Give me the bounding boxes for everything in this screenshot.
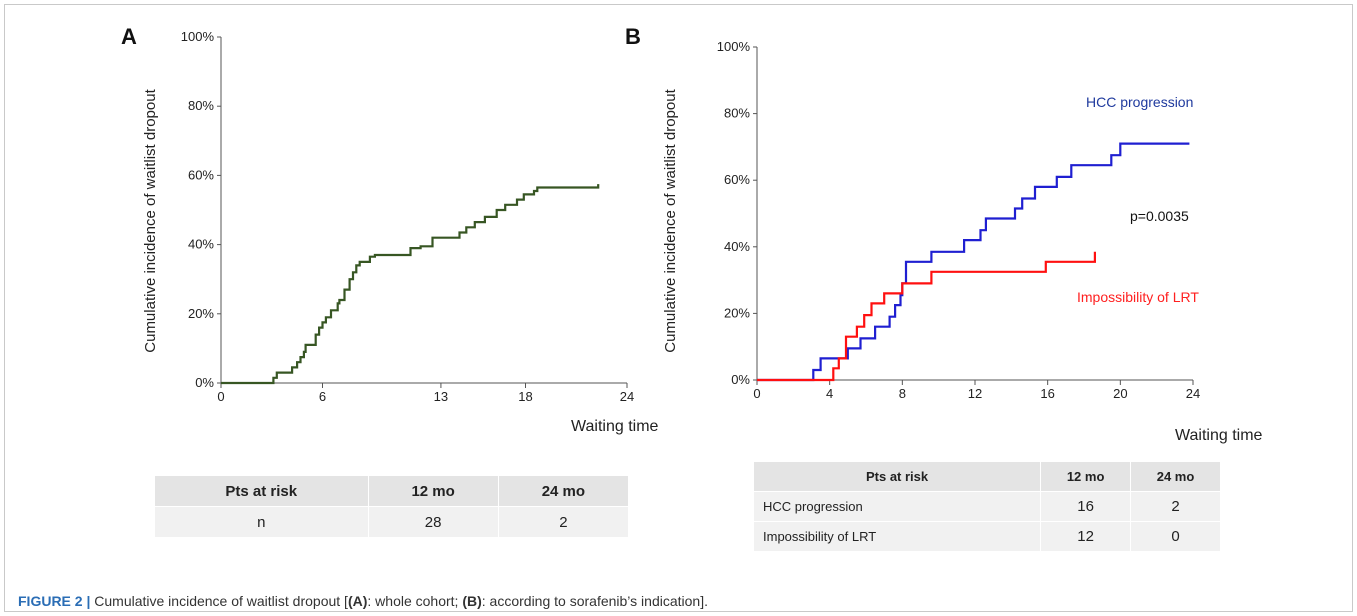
panel-b-curve-impossibility-of-lrt bbox=[757, 251, 1096, 382]
panel-b-series bbox=[757, 142, 1190, 382]
caption-text: Cumulative incidence of waitlist dropout… bbox=[90, 593, 348, 609]
p-value-annotation: p=0.0035 bbox=[1130, 208, 1189, 224]
risk-table-a-cell: n bbox=[154, 506, 369, 538]
panel-a-x-tick-label: 24 bbox=[620, 389, 634, 404]
panel-b-x-tick-label: 16 bbox=[1040, 386, 1054, 401]
risk-table-b-row-label: HCC progression bbox=[752, 491, 1042, 522]
panel-b-y-tick-label: 100% bbox=[717, 39, 751, 54]
risk-table-a-header-cell: Pts at risk bbox=[154, 475, 369, 507]
panel-a-x-tick-label: 0 bbox=[217, 389, 224, 404]
panel-a-y-tick-label: 60% bbox=[188, 167, 214, 182]
figure-caption: FIGURE 2 | Cumulative incidence of waitl… bbox=[18, 593, 708, 609]
panel-b-letter: B bbox=[625, 24, 641, 49]
risk-table-b-header-cell: Pts at risk bbox=[752, 461, 1042, 492]
caption-text: : whole cohort; bbox=[367, 593, 463, 609]
panel-a-y-tick-label: 100% bbox=[181, 29, 215, 44]
panel-a-series bbox=[221, 184, 600, 385]
risk-table-b-row-label: Impossibility of LRT bbox=[752, 521, 1042, 552]
panel-b-x-tick-label: 24 bbox=[1186, 386, 1200, 401]
panel-a-x-axis-title: Waiting time bbox=[571, 418, 659, 435]
panel-b-y-tick-label: 20% bbox=[724, 305, 750, 320]
panel-a-curve-series-0 bbox=[221, 184, 600, 385]
series-label-hcc-progression: HCC progression bbox=[1086, 94, 1193, 110]
panel-b-y-axis-title: Cumulative incidence of waitlist dropout bbox=[662, 88, 679, 352]
risk-table-b-header-row: Pts at risk 12 mo 24 mo bbox=[752, 461, 1221, 492]
panel-a-y-axis-title: Cumulative incidence of waitlist dropout bbox=[142, 88, 159, 352]
caption-panel-b-ref: (B) bbox=[462, 593, 482, 609]
panel-a-letter: A bbox=[121, 24, 137, 49]
panel-b-x-tick-label: 0 bbox=[753, 386, 760, 401]
panel-b-x-tick-label: 8 bbox=[899, 386, 906, 401]
series-label-impossibility-of-lrt: Impossibility of LRT bbox=[1077, 289, 1199, 305]
risk-table-b-cell: 2 bbox=[1130, 491, 1221, 522]
panel-a-y-tick-label: 20% bbox=[188, 306, 214, 321]
panel-b: B Cumulative incidence of waitlist dropo… bbox=[625, 24, 1263, 444]
panel-b-x-tick-label: 12 bbox=[968, 386, 982, 401]
panel-b-x-axis-title: Waiting time bbox=[1175, 427, 1263, 444]
panel-b-y-tick-label: 0% bbox=[731, 372, 750, 387]
figure: A Cumulative incidence of waitlist dropo… bbox=[4, 4, 1353, 612]
panel-b-curve-hcc-progression bbox=[757, 142, 1190, 382]
risk-table-b-header-cell: 12 mo bbox=[1040, 461, 1132, 492]
panel-a-y-tick-label: 0% bbox=[195, 375, 214, 390]
caption-text: : according to sorafenib’s indication]. bbox=[481, 593, 708, 609]
panel-b-y-tick-label: 60% bbox=[724, 172, 750, 187]
risk-table-b-cell: 0 bbox=[1130, 521, 1221, 552]
risk-table-b: Pts at risk 12 mo 24 mo HCC progression … bbox=[752, 461, 1221, 552]
panel-a-x-tick-label: 13 bbox=[434, 389, 448, 404]
risk-table-b-header-cell: 24 mo bbox=[1130, 461, 1221, 492]
risk-table-a-cell: 28 bbox=[367, 506, 499, 538]
panel-a-y-tick-label: 40% bbox=[188, 237, 214, 252]
panel-b-y-tick-label: 40% bbox=[724, 239, 750, 254]
panel-b-x-tick-label: 20 bbox=[1113, 386, 1127, 401]
risk-table-a-header-cell: 12 mo bbox=[367, 475, 499, 507]
risk-table-b-row: HCC progression 16 2 bbox=[752, 491, 1221, 522]
risk-table-a-cell: 2 bbox=[497, 506, 630, 538]
panel-b-axes: 0% 20% 40% 60% 80% 100% 0 4 8 12 16 20 24 bbox=[717, 39, 1200, 401]
risk-table-a-header-cell: 24 mo bbox=[497, 475, 630, 507]
risk-table-a-header-row: Pts at risk 12 mo 24 mo bbox=[154, 475, 630, 507]
panel-b-x-tick-label: 4 bbox=[826, 386, 833, 401]
panel-a: A Cumulative incidence of waitlist dropo… bbox=[121, 24, 659, 435]
panel-b-y-tick-label: 80% bbox=[724, 106, 750, 121]
risk-table-a-row: n 28 2 bbox=[154, 506, 630, 538]
panel-a-axes: 0% 20% 40% 60% 80% 100% 0 6 13 18 24 bbox=[181, 29, 634, 404]
panel-a-y-tick-label: 80% bbox=[188, 98, 214, 113]
chart-svg: A Cumulative incidence of waitlist dropo… bbox=[121, 24, 1263, 444]
panel-a-x-tick-label: 18 bbox=[518, 389, 532, 404]
risk-table-a: Pts at risk 12 mo 24 mo n 28 2 bbox=[154, 475, 630, 538]
caption-panel-a-ref: (A) bbox=[347, 593, 368, 609]
panel-a-x-tick-label: 6 bbox=[319, 389, 326, 404]
risk-table-b-cell: 16 bbox=[1040, 491, 1132, 522]
risk-table-b-cell: 12 bbox=[1040, 521, 1132, 552]
risk-table-b-row: Impossibility of LRT 12 0 bbox=[752, 521, 1221, 552]
caption-figure-label: FIGURE 2 | bbox=[18, 593, 91, 609]
